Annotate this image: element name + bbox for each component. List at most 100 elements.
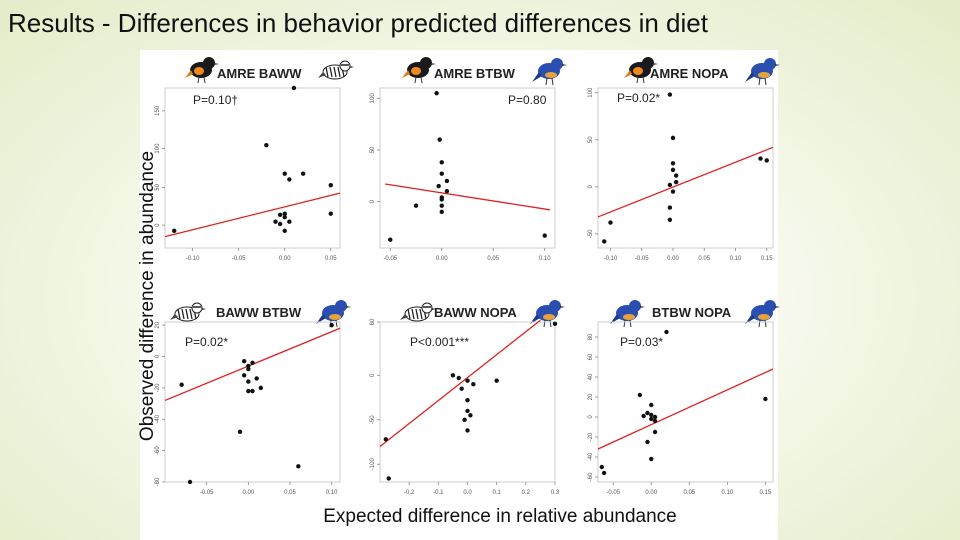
scatter-panel: -0.05 0.00 0.05 0.10 20 0 -20 -40 -60 -80 <box>155 321 341 507</box>
x-tick-label: 0.15 <box>761 256 773 262</box>
p-value-annotation: P=0.80 <box>508 93 547 107</box>
p-value-annotation: P=0.02* <box>185 335 229 349</box>
data-point <box>764 158 769 163</box>
data-point <box>667 217 673 222</box>
y-axis-label: Observed difference in abundance <box>137 150 158 442</box>
x-tick-label: 0.1 <box>492 490 501 496</box>
data-point <box>254 376 259 381</box>
regression-line <box>597 146 774 218</box>
data-point <box>465 378 470 383</box>
x-tick-label: 0.05 <box>325 256 337 262</box>
y-tick-label: 0 <box>588 415 594 419</box>
x-tick-label: 0.00 <box>645 490 657 496</box>
regression-line <box>379 319 541 447</box>
data-point <box>599 464 605 470</box>
y-tick-label: 40 <box>588 373 594 380</box>
data-point <box>383 437 389 442</box>
data-point <box>386 476 391 481</box>
data-point <box>542 233 547 238</box>
scatter-plot: -0.05 0.00 0.05 0.10 0.15 80 60 40 20 0 -20 -40 -60 <box>588 321 774 496</box>
plot-frame <box>597 87 774 249</box>
y-tick-label: 100 <box>588 87 594 98</box>
x-tick-label: 0.05 <box>487 256 499 262</box>
p-value-annotation: P=0.03* <box>620 335 664 349</box>
regression-line <box>164 192 341 238</box>
bluebird-icon <box>530 296 566 333</box>
data-point <box>300 171 306 176</box>
panel-title: AMRE BTBW <box>434 66 515 81</box>
data-point <box>462 417 467 422</box>
data-point <box>456 375 461 381</box>
data-point <box>649 416 654 422</box>
data-point <box>436 183 441 189</box>
p-value-annotation: P=0.10† <box>193 93 239 107</box>
p-value-annotation: P<0.001*** <box>410 335 470 349</box>
x-tick-label: 0.00 <box>436 256 448 262</box>
x-tick-label: 0.05 <box>698 256 710 262</box>
data-point <box>282 214 287 220</box>
scatter-panel: -0.2 -0.1 0.0 0.1 0.2 0.3 60 0 -50 -100 <box>370 318 560 507</box>
scatter-plot: -0.2 -0.1 0.0 0.1 0.2 0.3 60 0 -50 -100 <box>370 318 560 496</box>
warbler-bw-icon <box>318 54 354 91</box>
scatter-plot: -0.05 0.00 0.05 0.10 0 50 100 <box>370 87 556 262</box>
panel-title: AMRE BAWW <box>217 66 302 81</box>
regression-line <box>597 368 774 450</box>
data-point <box>667 182 673 188</box>
plot-frame <box>164 321 341 483</box>
y-tick-label: 20 <box>155 321 161 328</box>
y-tick-label: 0 <box>155 354 161 358</box>
data-point <box>601 470 607 476</box>
panel-title: BAWW BTBW <box>216 305 302 320</box>
y-tick-label: 80 <box>588 333 594 340</box>
x-tick-label: 0.15 <box>760 490 772 496</box>
slide-title: Results - Differences in behavior predic… <box>8 8 708 38</box>
scatter-plot: -0.10 -0.05 0.00 0.05 0 50 100 150 <box>155 85 341 262</box>
data-point <box>444 178 450 184</box>
y-tick-label: 0 <box>370 373 376 377</box>
data-point <box>459 386 464 391</box>
data-point <box>437 137 442 142</box>
y-tick-label: 100 <box>370 93 376 104</box>
data-point <box>758 156 763 161</box>
plot-frame <box>597 321 774 483</box>
data-point <box>670 161 676 166</box>
p-value-annotation: P=0.02* <box>617 91 661 105</box>
y-tick-label: -50 <box>370 415 376 424</box>
panel-title: AMRE NOPA <box>650 66 729 81</box>
data-point <box>328 211 333 216</box>
x-tick-label: 0.10 <box>539 256 551 262</box>
y-tick-label: 50 <box>588 136 594 143</box>
scatter-plot: -0.05 0.00 0.05 0.10 20 0 -20 -40 -60 -80 <box>155 321 341 496</box>
data-point <box>250 360 255 365</box>
y-tick-label: 60 <box>370 318 376 325</box>
data-point <box>287 177 292 182</box>
data-point <box>277 221 283 227</box>
data-point <box>664 329 669 335</box>
data-point <box>652 429 658 435</box>
y-tick-label: 150 <box>155 105 161 116</box>
data-point <box>328 182 333 188</box>
y-tick-label: -60 <box>588 472 594 481</box>
scatter-panel: -0.05 0.00 0.05 0.10 0 50 100 <box>370 87 556 273</box>
x-tick-label: 0.3 <box>551 490 560 496</box>
data-point <box>673 179 679 185</box>
data-point <box>273 219 278 224</box>
x-tick-label: 0.2 <box>522 490 531 496</box>
y-tick-label: -50 <box>588 229 594 238</box>
scatter-panel: -0.10 -0.05 0.00 0.05 0 50 100 150 <box>155 85 341 273</box>
data-point <box>465 428 470 433</box>
x-axis-label: Expected difference in relative abundanc… <box>323 506 677 527</box>
data-point <box>670 189 676 194</box>
data-point <box>287 219 292 224</box>
y-tick-label: -40 <box>155 414 161 423</box>
data-point <box>413 203 419 208</box>
x-tick-label: -0.05 <box>606 490 620 496</box>
x-tick-label: -0.1 <box>433 490 444 496</box>
data-point <box>465 398 470 403</box>
data-point <box>187 479 193 485</box>
y-tick-label: -40 <box>588 452 594 461</box>
data-point <box>652 414 658 420</box>
data-point <box>179 382 184 387</box>
x-tick-label: -0.10 <box>604 256 618 262</box>
x-tick-label: -0.05 <box>635 256 649 262</box>
